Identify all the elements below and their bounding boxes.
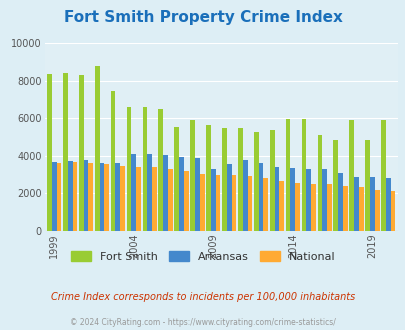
- Bar: [374, 190, 379, 231]
- Bar: [369, 177, 374, 231]
- Bar: [68, 161, 72, 231]
- Text: © 2024 CityRating.com - https://www.cityrating.com/crime-statistics/: © 2024 CityRating.com - https://www.city…: [70, 318, 335, 327]
- Bar: [242, 160, 247, 231]
- Bar: [190, 120, 194, 231]
- Bar: [72, 162, 77, 231]
- Bar: [390, 191, 394, 231]
- Bar: [237, 128, 242, 231]
- Bar: [353, 177, 358, 231]
- Bar: [163, 155, 168, 231]
- Bar: [83, 160, 88, 231]
- Bar: [385, 178, 390, 231]
- Bar: [199, 174, 204, 231]
- Bar: [274, 167, 279, 231]
- Bar: [253, 132, 258, 231]
- Bar: [258, 163, 263, 231]
- Bar: [179, 157, 183, 231]
- Bar: [348, 120, 353, 231]
- Bar: [380, 120, 385, 231]
- Bar: [285, 118, 290, 231]
- Bar: [326, 184, 331, 231]
- Bar: [152, 167, 156, 231]
- Bar: [94, 66, 99, 231]
- Bar: [206, 125, 211, 231]
- Bar: [306, 169, 310, 231]
- Bar: [79, 75, 83, 231]
- Bar: [131, 154, 136, 231]
- Bar: [126, 107, 131, 231]
- Bar: [88, 163, 93, 231]
- Text: Fort Smith Property Crime Index: Fort Smith Property Crime Index: [64, 10, 341, 25]
- Bar: [342, 186, 347, 231]
- Bar: [211, 169, 215, 231]
- Bar: [364, 140, 369, 231]
- Bar: [263, 178, 268, 231]
- Bar: [99, 163, 104, 231]
- Bar: [63, 73, 68, 231]
- Bar: [142, 107, 147, 231]
- Bar: [47, 74, 52, 231]
- Bar: [247, 177, 252, 231]
- Bar: [136, 167, 141, 231]
- Bar: [231, 175, 236, 231]
- Bar: [322, 169, 326, 231]
- Bar: [56, 163, 61, 231]
- Bar: [120, 166, 125, 231]
- Bar: [111, 91, 115, 231]
- Bar: [115, 163, 120, 231]
- Legend: Fort Smith, Arkansas, National: Fort Smith, Arkansas, National: [66, 247, 339, 267]
- Bar: [337, 173, 342, 231]
- Bar: [158, 109, 163, 231]
- Bar: [310, 184, 315, 231]
- Bar: [294, 183, 299, 231]
- Bar: [104, 164, 109, 231]
- Bar: [183, 171, 188, 231]
- Bar: [279, 182, 284, 231]
- Bar: [301, 119, 306, 231]
- Bar: [317, 135, 322, 231]
- Text: Crime Index corresponds to incidents per 100,000 inhabitants: Crime Index corresponds to incidents per…: [51, 292, 354, 302]
- Bar: [269, 130, 274, 231]
- Bar: [174, 127, 179, 231]
- Bar: [168, 169, 172, 231]
- Bar: [222, 128, 226, 231]
- Bar: [290, 168, 294, 231]
- Bar: [358, 187, 363, 231]
- Bar: [333, 140, 337, 231]
- Bar: [215, 175, 220, 231]
- Bar: [147, 154, 152, 231]
- Bar: [194, 158, 199, 231]
- Bar: [52, 162, 56, 231]
- Bar: [226, 164, 231, 231]
